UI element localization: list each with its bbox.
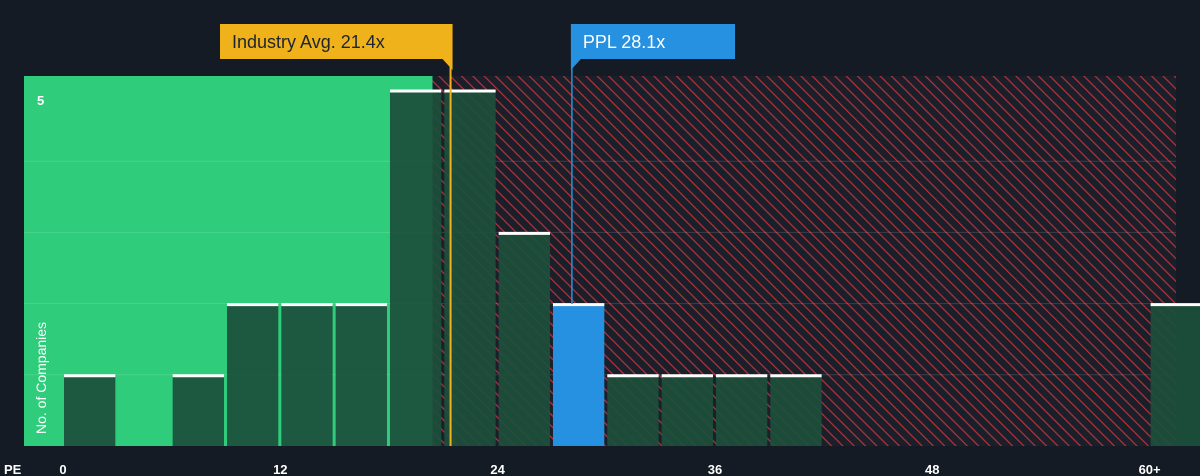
x-tick-label: 24: [490, 462, 505, 476]
histogram-bar: [389, 90, 442, 446]
histogram-bar: [335, 303, 387, 446]
y-tick-label: 5: [37, 93, 44, 108]
industry-average-callout: [220, 24, 453, 59]
company-pointer: [570, 59, 581, 70]
industry-average-label: Industry Avg. 21.4x: [232, 32, 385, 52]
x-tick-label: 60+: [1139, 462, 1161, 476]
histogram-bar: [281, 303, 333, 446]
histogram-bar: [715, 374, 768, 446]
company-label: PPL 28.1x: [583, 32, 665, 52]
histogram-bar: [607, 374, 659, 446]
x-tick-label: 12: [273, 462, 287, 476]
histogram-bar: [661, 374, 713, 446]
company-callout: [570, 24, 735, 59]
histogram-bar: [226, 303, 279, 446]
histogram-bar: [770, 374, 822, 446]
industry-average-pointer: [442, 59, 453, 70]
highlight-bar: [552, 303, 605, 446]
y-axis-label: No. of Companies: [33, 322, 49, 434]
histogram-bar: [444, 90, 496, 446]
x-tick-label: 36: [708, 462, 722, 476]
histogram-bar: [498, 232, 550, 446]
x-tick-label: 48: [925, 462, 939, 476]
histogram-bar: [1150, 303, 1200, 446]
x-axis-label: PE: [4, 462, 22, 476]
histogram-bar: [64, 374, 116, 446]
histogram-bar: [172, 374, 224, 446]
x-tick-label: 0: [59, 462, 66, 476]
